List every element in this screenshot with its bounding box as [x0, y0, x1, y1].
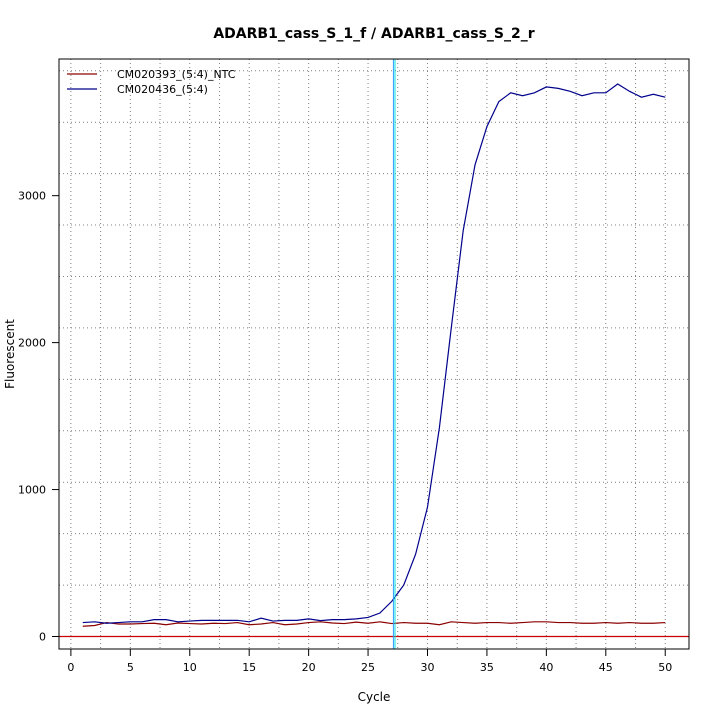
x-axis-label: Cycle	[358, 690, 391, 704]
x-tick-label: 25	[361, 661, 375, 674]
x-tick-label: 35	[480, 661, 494, 674]
y-tick-label: 1000	[18, 484, 46, 497]
chart-title: ADARB1_cass_S_1_f / ADARB1_cass_S_2_r	[213, 26, 534, 42]
x-tick-label: 10	[183, 661, 197, 674]
y-tick-label: 0	[39, 631, 46, 644]
y-axis-label: Fluorescent	[3, 319, 17, 389]
x-axis: 0 5 10 15 20 25 30 35 40 45 50	[67, 648, 672, 674]
series-line-2	[82, 83, 666, 624]
x-tick-label: 30	[420, 661, 434, 674]
x-tick-label: 5	[127, 661, 134, 674]
legend-label-2: CM020436_(5:4)	[117, 83, 208, 96]
series-line-1	[82, 621, 666, 627]
x-tick-label: 15	[242, 661, 256, 674]
x-tick-label: 20	[302, 661, 316, 674]
legend: CM020393_(5:4)_NTC CM020436_(5:4)	[67, 68, 236, 96]
y-tick-label: 3000	[18, 190, 46, 203]
x-tick-label: 50	[658, 661, 672, 674]
cycle-marker-line	[392, 59, 396, 649]
series-lines	[82, 83, 666, 627]
x-tick-label: 45	[599, 661, 613, 674]
legend-label-1: CM020393_(5:4)_NTC	[117, 68, 236, 81]
x-tick-label: 40	[539, 661, 553, 674]
y-axis: 0 1000 2000 3000	[18, 190, 60, 644]
x-tick-label: 0	[67, 661, 74, 674]
y-tick-label: 2000	[18, 337, 46, 350]
grid-lines	[59, 59, 689, 649]
